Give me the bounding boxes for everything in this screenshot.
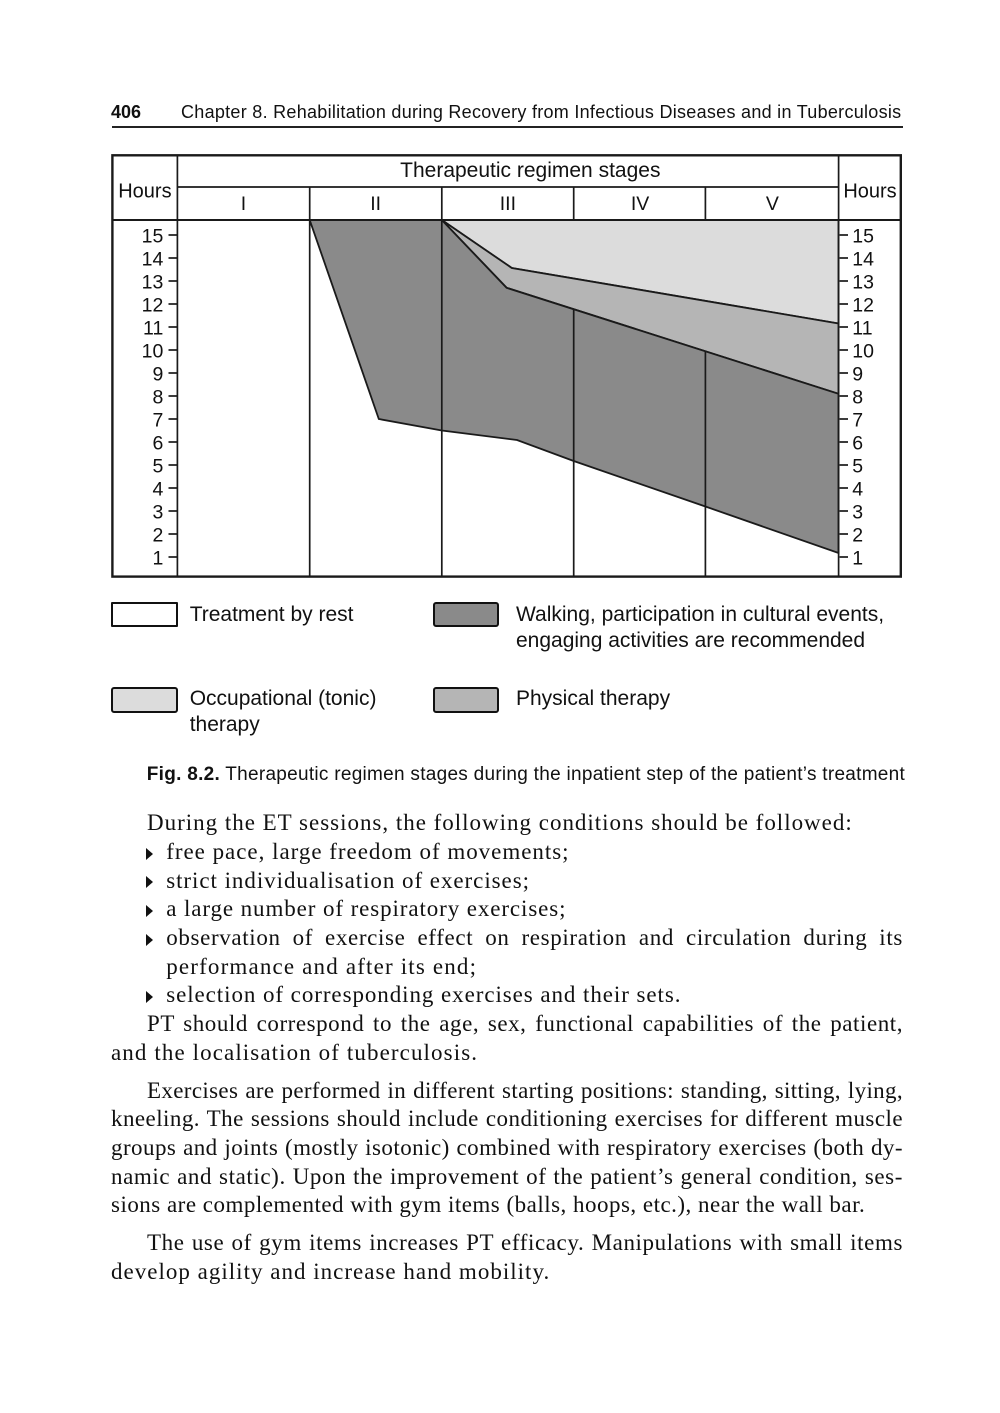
- svg-text:12: 12: [142, 295, 164, 317]
- svg-text:12: 12: [852, 295, 874, 317]
- svg-text:1: 1: [852, 548, 863, 570]
- svg-text:6: 6: [152, 433, 163, 455]
- svg-text:IV: IV: [631, 193, 649, 215]
- svg-text:6: 6: [852, 433, 863, 455]
- svg-text:2: 2: [852, 525, 863, 547]
- svg-text:5: 5: [152, 456, 163, 478]
- svg-text:9: 9: [152, 364, 163, 386]
- svg-text:15: 15: [142, 226, 164, 248]
- svg-text:Hours: Hours: [118, 181, 171, 203]
- svg-text:13: 13: [142, 272, 164, 294]
- svg-text:13: 13: [852, 272, 874, 294]
- svg-text:10: 10: [142, 341, 164, 363]
- svg-text:7: 7: [852, 410, 863, 432]
- svg-text:9: 9: [852, 364, 863, 386]
- svg-text:15: 15: [852, 226, 874, 248]
- svg-text:Therapeutic regimen stages: Therapeutic regimen stages: [400, 159, 660, 182]
- svg-text:1: 1: [152, 548, 163, 570]
- svg-text:5: 5: [852, 456, 863, 478]
- svg-text:8: 8: [852, 387, 863, 409]
- svg-text:11: 11: [143, 318, 163, 340]
- svg-text:14: 14: [852, 249, 874, 271]
- svg-text:II: II: [370, 193, 381, 215]
- svg-text:3: 3: [152, 502, 163, 524]
- svg-text:3: 3: [852, 502, 863, 524]
- svg-text:4: 4: [852, 479, 863, 501]
- svg-text:I: I: [241, 193, 246, 215]
- svg-text:III: III: [500, 193, 516, 215]
- svg-text:V: V: [766, 193, 779, 215]
- svg-text:7: 7: [152, 410, 163, 432]
- svg-text:2: 2: [152, 525, 163, 547]
- svg-text:11: 11: [852, 318, 872, 340]
- svg-text:14: 14: [142, 249, 164, 271]
- svg-text:Hours: Hours: [843, 181, 896, 203]
- svg-text:8: 8: [152, 387, 163, 409]
- svg-text:4: 4: [152, 479, 163, 501]
- svg-text:10: 10: [852, 341, 874, 363]
